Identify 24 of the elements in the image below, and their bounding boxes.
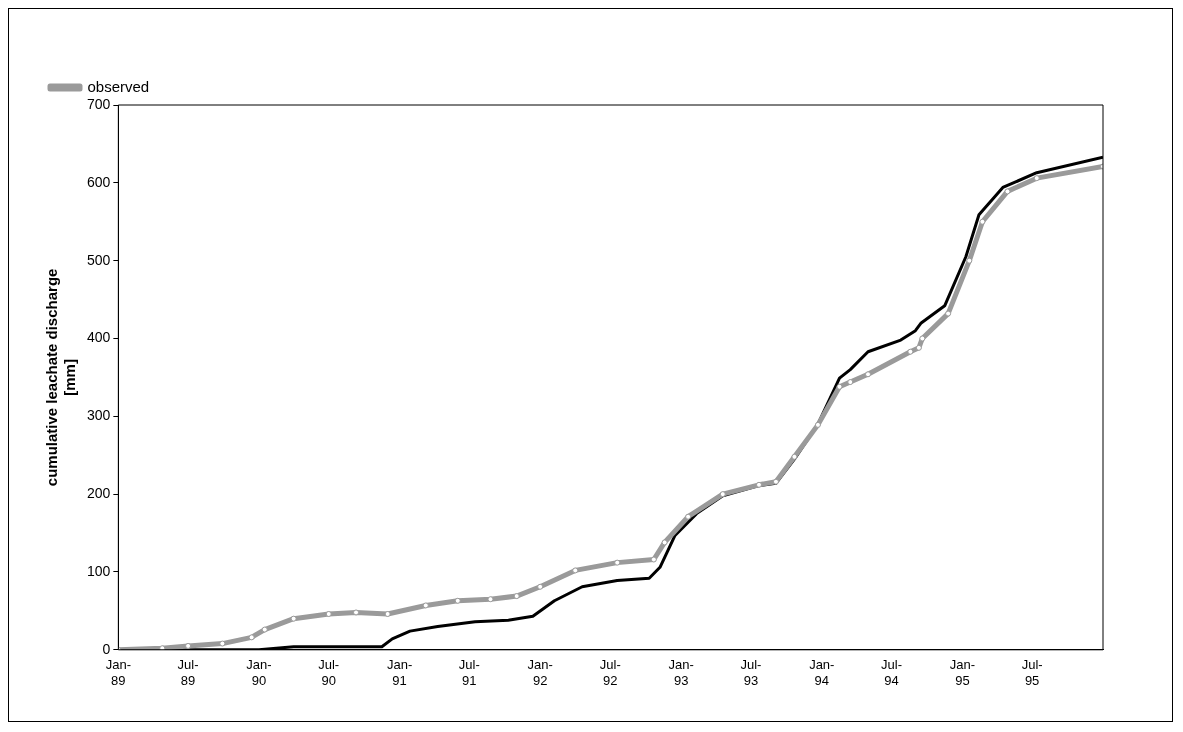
- y-axis-title: cumulative leachate discharge [mm]: [43, 268, 79, 487]
- y-tick-label: 200: [87, 485, 111, 501]
- y-tick-label: 0: [102, 640, 111, 657]
- y-tick-label: 600: [87, 173, 111, 190]
- x-tick-label: Jan-91: [386, 657, 413, 688]
- x-tick-label: Jan-93: [668, 657, 694, 688]
- legend-label: observed: [87, 77, 150, 95]
- x-tick-label: Jul-93: [740, 657, 762, 688]
- y-tick-label: 400: [87, 329, 111, 346]
- x-tick-label: Jul-89: [177, 657, 199, 688]
- x-tick-label: Jan-95: [949, 657, 976, 688]
- y-tick-label: 300: [87, 407, 111, 424]
- x-tick-label: Jul-94: [881, 657, 902, 688]
- x-tick-label: Jul-92: [599, 657, 621, 688]
- x-tick-label: Jul-91: [458, 657, 480, 688]
- x-tick-label: Jan-92: [527, 657, 553, 688]
- y-tick-label: 500: [87, 251, 111, 268]
- x-tick-label: Jul-95: [1021, 657, 1043, 688]
- x-tick-label: Jan-94: [809, 657, 835, 688]
- x-tick-label: Jul-90: [318, 657, 340, 688]
- y-tick-label: 100: [87, 562, 111, 579]
- x-tick-label: Jan-89: [105, 657, 132, 688]
- x-tick-label: Jan-90: [246, 657, 272, 688]
- y-tick-label: 700: [87, 95, 111, 112]
